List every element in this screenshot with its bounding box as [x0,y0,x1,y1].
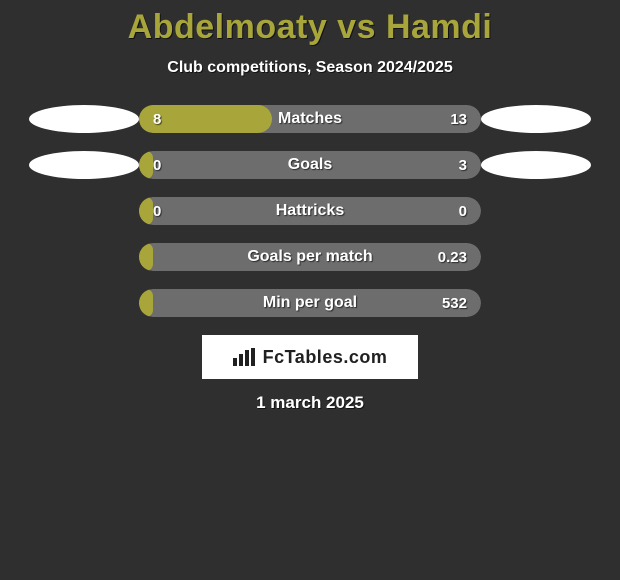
stat-label: Goals [139,151,481,179]
date-label: 1 march 2025 [0,393,620,413]
subtitle: Club competitions, Season 2024/2025 [0,59,620,77]
ellipse-icon [481,151,591,179]
stats-card: Abdelmoaty vs Hamdi Club competitions, S… [0,0,620,413]
right-value: 3 [459,151,467,179]
stat-row: Goals per match0.23 [0,243,620,271]
stat-row: 0Hattricks0 [0,197,620,225]
brand-text: FcTables.com [263,347,388,368]
right-value: 532 [442,289,467,317]
stat-row: 8Matches13 [0,105,620,133]
stat-label: Hattricks [139,197,481,225]
stat-bar: 8Matches13 [139,105,481,133]
page-title: Abdelmoaty vs Hamdi [0,8,620,47]
stat-bar: Min per goal532 [139,289,481,317]
bar-chart-icon [233,348,255,366]
player-right-badge [481,105,591,133]
ellipse-icon [29,151,139,179]
player-left-badge [29,105,139,133]
stat-row: Min per goal532 [0,289,620,317]
player-right-badge [481,151,591,179]
player-left-badge [29,151,139,179]
ellipse-icon [29,105,139,133]
stat-label: Goals per match [139,243,481,271]
stat-label: Min per goal [139,289,481,317]
right-value: 0.23 [438,243,467,271]
stat-bar: 0Goals3 [139,151,481,179]
stat-row: 0Goals3 [0,151,620,179]
ellipse-icon [481,105,591,133]
stat-rows: 8Matches130Goals30Hattricks0Goals per ma… [0,105,620,317]
stat-label: Matches [139,105,481,133]
brand-badge[interactable]: FcTables.com [202,335,418,379]
right-value: 13 [450,105,467,133]
stat-bar: 0Hattricks0 [139,197,481,225]
right-value: 0 [459,197,467,225]
stat-bar: Goals per match0.23 [139,243,481,271]
